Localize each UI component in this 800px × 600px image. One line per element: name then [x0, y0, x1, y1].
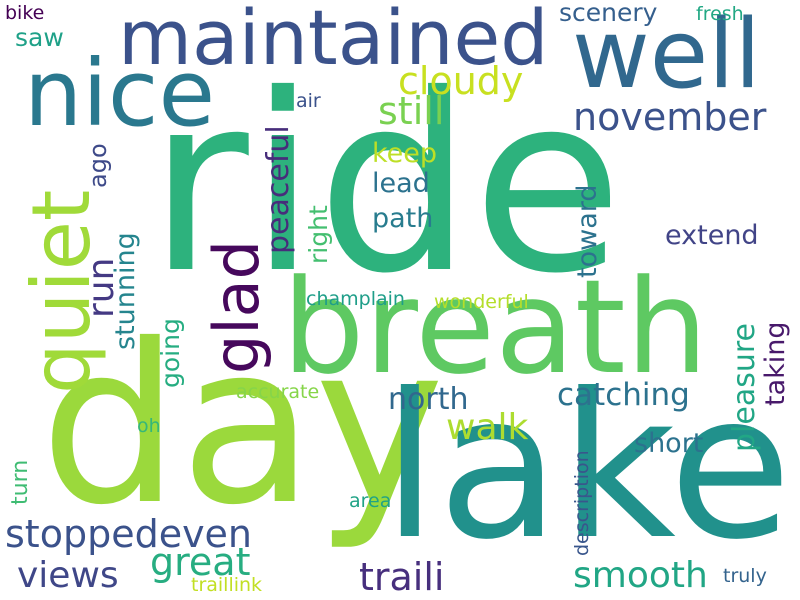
word-taking: taking [760, 321, 791, 406]
word-day: day [40, 297, 445, 553]
word-oh: oh [137, 415, 161, 437]
word-views: views [17, 555, 119, 596]
word-peaceful: peaceful [261, 125, 296, 254]
word-air: air [296, 90, 321, 112]
word-truly: truly [723, 565, 767, 587]
word-traili: traili [359, 555, 445, 599]
word-fresh: fresh [696, 3, 744, 25]
word-turn: turn [8, 459, 33, 505]
word-nice: nice [24, 40, 216, 147]
word-extend: extend [665, 220, 759, 251]
word-stunning: stunning [110, 232, 141, 350]
word-scenery: scenery [559, 0, 658, 27]
word-cloudy: cloudy [398, 59, 524, 103]
word-stoppedeven: stoppedeven [5, 512, 253, 556]
word-short: short [634, 428, 704, 459]
word-pleasure: pleasure [727, 323, 762, 452]
word-north: north [388, 382, 469, 417]
word-description: description [571, 450, 593, 556]
word-going: going [156, 318, 185, 388]
word-toward: toward [572, 184, 603, 279]
word-accurate: accurate [236, 381, 320, 403]
word-well: well [572, 0, 761, 110]
word-still: still [378, 89, 445, 133]
word-november: november [573, 95, 767, 139]
word-right: right [304, 205, 333, 264]
word-glad: glad [200, 240, 273, 374]
word-great: great [150, 540, 251, 584]
word-champlain: champlain [306, 288, 405, 310]
word-smooth: smooth [573, 555, 708, 596]
word-catching: catching [557, 377, 690, 413]
word-bike: bike [5, 2, 45, 24]
word-saw: saw [15, 23, 64, 52]
word-breath: breath [282, 251, 709, 403]
word-ago: ago [84, 143, 112, 188]
word-path: path [372, 203, 434, 234]
word-ride: ride [148, 42, 624, 327]
word-maintained: maintained [118, 0, 549, 82]
word-traillink: traillink [191, 574, 263, 596]
word-area: area [349, 490, 392, 512]
word-lake: lake [382, 351, 792, 584]
word-lead: lead [372, 168, 430, 199]
word-keep: keep [372, 138, 438, 169]
word-walk: walk [446, 407, 529, 448]
word-wonderful: wonderful [434, 291, 529, 313]
